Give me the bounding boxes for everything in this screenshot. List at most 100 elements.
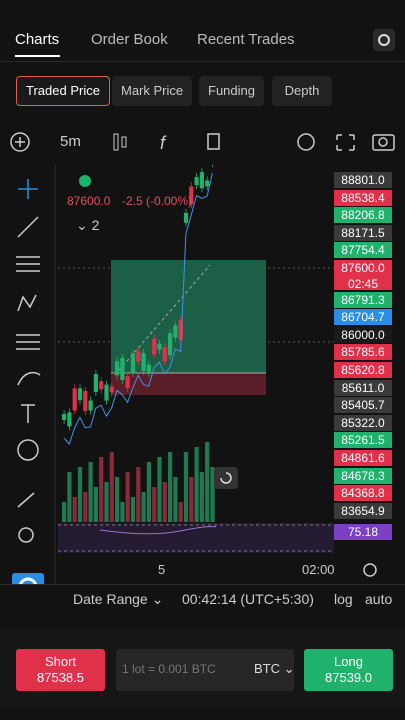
candle [205, 442, 210, 522]
candle [88, 462, 93, 522]
time: 00:42:14 (UTC+5:30) [182, 591, 314, 607]
candle [93, 374, 98, 393]
price-label-text: 86704.7 [341, 310, 385, 325]
quantity-input[interactable] [116, 649, 294, 691]
x-label: 5 [158, 562, 166, 577]
legend-price: 87600.0 [67, 194, 111, 208]
price-label: 88206.8 [334, 207, 392, 224]
log-toggle[interactable]: log [334, 591, 353, 607]
tab-indicator [15, 55, 60, 57]
price-label-text: 88801.0 [341, 173, 385, 187]
candle [141, 492, 146, 522]
candle [67, 412, 72, 427]
price-type-button[interactable]: Traded Price [16, 76, 110, 106]
candle [146, 462, 151, 522]
candle [62, 414, 67, 420]
legend-change: -2.5 (-0.00%) [122, 194, 193, 208]
price-label-text: 87600.0 [341, 261, 385, 275]
indicator-line [99, 526, 217, 535]
price-label-text: 88538.4 [341, 190, 385, 205]
candle [173, 477, 178, 522]
long-button[interactable]: Long 87539.0 [304, 649, 393, 691]
price-label: 85611.0 [334, 379, 392, 396]
candle [77, 467, 83, 522]
candle [194, 177, 199, 186]
candle [152, 487, 157, 522]
candle [104, 384, 109, 401]
tab[interactable]: Charts [15, 31, 60, 48]
date-range-label: Date Range [73, 591, 148, 607]
long-price: 87539.0 [325, 670, 372, 685]
price-label: 85261.5 [334, 432, 392, 449]
candle [168, 333, 173, 356]
axis-settings[interactable] [360, 560, 380, 580]
date-range[interactable]: Date Range ⌄ [73, 591, 164, 607]
price-label-text: 85620.8 [341, 363, 385, 377]
candle [194, 447, 199, 522]
candle [120, 358, 125, 381]
price-label: 84368.8 [334, 485, 392, 502]
price-label: 86704.7 [334, 309, 392, 326]
candle [168, 452, 173, 522]
candle [152, 338, 157, 355]
candle [183, 452, 189, 522]
price-type-button[interactable]: Mark Price [112, 76, 193, 106]
candle [141, 353, 146, 372]
price-label-text: 87754.4 [341, 243, 385, 258]
svg-text:f: f [160, 133, 167, 153]
short-button[interactable]: Short 87538.5 [16, 649, 105, 691]
price-label-text: 85405.7 [341, 398, 385, 413]
price-label-text: 85785.6 [341, 345, 385, 360]
price-type-button[interactable]: Depth [272, 76, 332, 106]
candle [83, 492, 88, 522]
price-label: 85405.7 [334, 397, 392, 414]
candle [67, 472, 72, 522]
price-label: 88801.0 [334, 172, 392, 188]
candle [210, 467, 215, 522]
price-label: 85322.0 [334, 414, 392, 431]
candle [212, 165, 213, 168]
price-label: 84861.6 [334, 450, 392, 466]
candle [120, 502, 125, 522]
short-price: 87538.5 [37, 670, 84, 685]
candle [189, 477, 194, 522]
candle [72, 497, 77, 522]
candle [72, 388, 77, 411]
price-label-text: 86000.0 [341, 327, 385, 342]
asset-select[interactable]: BTC ⌄ [254, 661, 295, 676]
price-label-text: 85322.0 [341, 415, 385, 430]
candle [115, 477, 120, 522]
candle [104, 482, 109, 522]
settings-icon[interactable] [372, 28, 396, 52]
divider [0, 584, 405, 585]
candle [93, 487, 98, 522]
price-label-text: 85261.5 [341, 433, 385, 448]
price-label-text: 83654.9 [341, 503, 385, 518]
candle [199, 472, 204, 522]
tab[interactable]: Order Book [91, 31, 168, 48]
auto-toggle[interactable]: auto [365, 591, 393, 607]
divider [0, 61, 405, 62]
price-label-text: 86791.3 [341, 292, 385, 307]
chart-toolbar: f [10, 132, 395, 153]
price-label: 88171.5 [334, 224, 392, 241]
price-label: 88538.4 [334, 189, 392, 206]
price-type-button[interactable]: Funding [199, 76, 264, 106]
price-label: 87600.0 02:45 [334, 260, 392, 291]
candle [173, 325, 178, 338]
price-label: 86000.0 [334, 326, 392, 343]
price-label-text: 84861.6 [341, 451, 385, 465]
lot-placeholder: 1 lot = 0.001 BTC [122, 662, 216, 676]
candle [162, 347, 167, 362]
candle [109, 386, 114, 393]
candle [199, 172, 204, 189]
price-label: 85620.8 [334, 362, 392, 378]
interval[interactable]: 5m [60, 133, 81, 150]
price-label: 85785.6 [334, 344, 392, 361]
tab[interactable]: Recent Trades [197, 31, 295, 48]
candle [88, 400, 93, 411]
price-label-text: 84368.8 [341, 486, 385, 501]
legend-count-toggle[interactable]: ⌄ 2 [76, 217, 100, 233]
candle [205, 180, 210, 187]
